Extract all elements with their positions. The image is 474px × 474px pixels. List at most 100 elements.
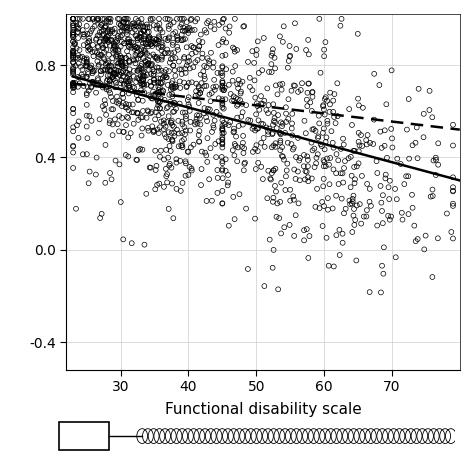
Point: [181, 130, 189, 138]
Point: [355, 101, 363, 109]
Point: [220, 86, 228, 94]
Point: [283, 160, 291, 167]
Point: [128, 109, 136, 116]
Point: [165, 135, 173, 143]
Point: [329, 165, 337, 173]
Point: [245, 116, 252, 124]
Point: [408, 191, 416, 199]
Point: [412, 139, 419, 146]
Point: [321, 111, 328, 118]
Point: [69, 21, 77, 29]
Point: [428, 113, 436, 121]
Point: [179, 179, 186, 187]
Point: [434, 235, 442, 242]
Point: [386, 216, 393, 224]
Point: [329, 139, 337, 146]
Point: [219, 101, 226, 109]
Point: [99, 45, 107, 52]
Point: [198, 148, 206, 155]
Point: [334, 80, 341, 87]
Point: [185, 79, 192, 87]
Point: [93, 17, 101, 24]
Point: [180, 24, 187, 31]
Point: [107, 15, 114, 23]
Point: [195, 37, 203, 45]
Point: [75, 20, 83, 28]
Point: [106, 62, 114, 69]
Point: [285, 57, 292, 65]
Point: [186, 127, 194, 134]
Point: [192, 118, 200, 126]
Point: [94, 44, 102, 51]
Point: [195, 99, 202, 107]
Point: [182, 26, 190, 34]
Point: [211, 117, 219, 124]
Point: [114, 53, 122, 60]
Point: [122, 62, 129, 69]
Point: [89, 25, 96, 32]
Point: [259, 100, 266, 108]
Point: [255, 69, 263, 77]
Point: [178, 70, 185, 78]
Point: [120, 81, 128, 89]
Point: [98, 21, 105, 29]
Point: [128, 20, 136, 27]
Point: [182, 112, 190, 120]
Point: [229, 68, 237, 75]
Point: [205, 175, 213, 183]
Point: [188, 165, 195, 173]
Point: [160, 68, 168, 76]
Point: [391, 185, 399, 193]
Point: [76, 15, 83, 23]
Point: [73, 19, 80, 27]
Point: [270, 142, 277, 149]
Point: [357, 220, 365, 228]
Point: [296, 154, 304, 162]
Point: [185, 27, 193, 34]
Point: [258, 66, 266, 74]
Point: [134, 36, 141, 44]
Point: [137, 46, 145, 53]
Point: [173, 185, 180, 192]
Point: [99, 20, 106, 27]
Point: [176, 157, 184, 164]
Point: [154, 22, 161, 29]
Point: [155, 101, 162, 109]
Point: [211, 140, 219, 148]
Point: [163, 73, 171, 81]
Point: [282, 186, 289, 194]
Point: [167, 21, 174, 28]
Point: [324, 194, 332, 202]
Point: [74, 55, 82, 62]
Point: [101, 66, 109, 73]
Point: [71, 83, 78, 91]
Point: [146, 93, 154, 100]
Point: [179, 109, 186, 116]
Point: [155, 111, 163, 119]
Point: [79, 27, 87, 34]
Point: [260, 134, 267, 142]
Point: [405, 95, 412, 103]
Point: [103, 86, 110, 93]
Point: [398, 209, 406, 217]
Point: [449, 183, 457, 191]
Point: [71, 40, 79, 48]
Point: [155, 74, 162, 82]
Point: [449, 142, 457, 149]
Point: [237, 88, 245, 95]
Point: [249, 148, 257, 155]
Point: [219, 95, 226, 103]
Point: [84, 68, 92, 76]
Point: [126, 58, 133, 66]
Point: [175, 58, 182, 65]
Point: [382, 174, 389, 182]
Point: [219, 144, 226, 151]
Point: [137, 73, 145, 80]
Point: [301, 117, 308, 125]
Point: [134, 109, 141, 117]
Point: [137, 50, 145, 58]
Point: [377, 289, 385, 296]
Point: [173, 33, 181, 40]
Point: [124, 19, 131, 27]
Point: [69, 52, 77, 60]
